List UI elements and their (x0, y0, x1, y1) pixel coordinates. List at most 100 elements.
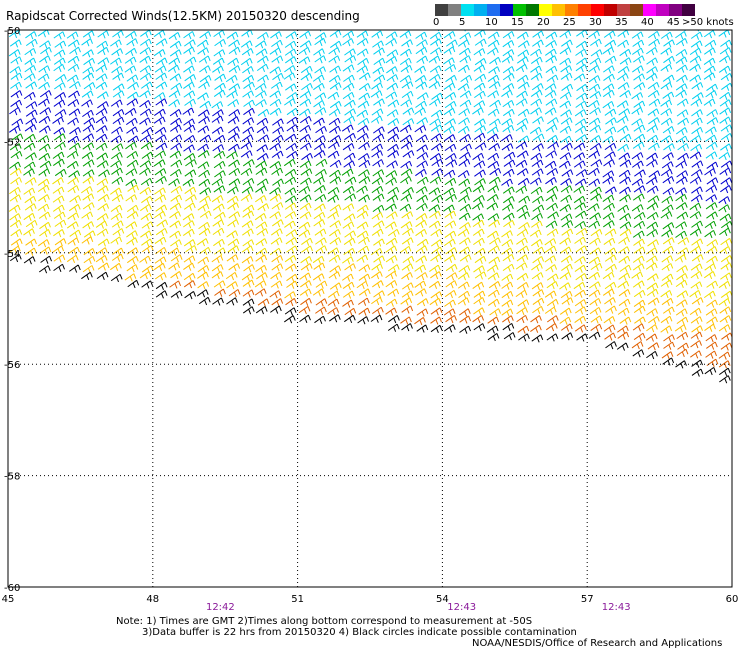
wind-barb (387, 150, 400, 159)
wind-barb (459, 90, 472, 99)
wind-barb (386, 194, 399, 203)
wind-barb (373, 98, 385, 107)
wind-barb (602, 194, 615, 203)
wind-barb (544, 290, 557, 299)
wind-barb (489, 237, 501, 246)
wind-barb (301, 237, 313, 246)
wind-barb (271, 228, 283, 237)
wind-barb (515, 63, 528, 73)
wind-barb (241, 134, 254, 143)
wind-barb (428, 187, 441, 196)
wind-barb (141, 245, 154, 254)
wind-barb (212, 297, 224, 306)
wind-barb (473, 82, 486, 91)
wind-barb (329, 169, 341, 178)
wind-barb (241, 30, 253, 38)
wind-barb (604, 108, 617, 117)
wind-barb (169, 202, 182, 211)
wind-barb (198, 55, 211, 64)
wind-barb (487, 152, 500, 161)
wind-barb (269, 66, 282, 75)
wind-barb (153, 49, 166, 58)
wind-barb (357, 132, 369, 142)
wind-barb (648, 170, 661, 179)
longitude-tick-label: 45 (2, 594, 15, 605)
wind-barb (256, 153, 269, 162)
wind-barb (255, 167, 268, 176)
wind-barb (675, 187, 687, 196)
wind-barb (561, 169, 574, 178)
wind-barb (605, 305, 617, 314)
wind-barb (575, 227, 588, 237)
wind-barb (660, 211, 673, 220)
wind-barb (472, 315, 485, 324)
wind-barb (617, 204, 630, 213)
wind-barb (458, 212, 471, 221)
wind-barb (8, 125, 21, 134)
wind-barb (720, 262, 732, 271)
wind-barb (604, 126, 617, 135)
wind-barb (589, 135, 602, 144)
wind-barb (329, 159, 342, 168)
wind-barb (301, 82, 313, 92)
note-line-1: Note: 1) Times are GMT 2)Times along bot… (116, 616, 533, 627)
wind-barb (242, 279, 255, 288)
wind-barb (689, 211, 702, 220)
wind-barb (126, 237, 138, 246)
wind-barb (183, 220, 195, 229)
wind-barb (68, 142, 81, 151)
wind-barb (617, 30, 630, 38)
legend-swatch (565, 4, 578, 16)
wind-barb (532, 133, 545, 142)
wind-barb (705, 308, 718, 317)
wind-barb (576, 30, 588, 38)
wind-barb (255, 90, 267, 99)
wind-barb (227, 57, 239, 66)
wind-barb (561, 83, 574, 92)
wind-barb (343, 160, 356, 169)
wind-barb (691, 82, 704, 91)
wind-barb (357, 245, 370, 254)
wind-barb (530, 56, 543, 65)
wind-barb (241, 273, 254, 282)
wind-barb (488, 281, 501, 290)
wind-barb (24, 133, 36, 143)
wind-barb (588, 167, 600, 177)
wind-barb (489, 176, 501, 185)
wind-barb (691, 117, 703, 126)
wind-barb (168, 90, 181, 99)
latitude-tick-label: -52 (4, 137, 20, 148)
wind-barb (720, 160, 732, 169)
wind-barb (225, 74, 238, 84)
wind-barb (372, 306, 384, 315)
wind-barb (720, 220, 732, 230)
wind-barb (605, 263, 617, 273)
legend-tick-label: 40 (641, 17, 654, 28)
wind-barb (502, 66, 515, 75)
wind-barb (619, 228, 632, 237)
wind-barb (299, 115, 312, 125)
wind-barb (255, 247, 268, 256)
wind-barb (676, 316, 689, 325)
wind-barb (429, 65, 442, 74)
wind-barb (590, 323, 603, 332)
wind-barb (139, 255, 151, 264)
wind-barb (443, 107, 456, 117)
wind-barb (706, 177, 719, 186)
wind-barb (270, 81, 283, 90)
wind-barb (646, 124, 659, 133)
wind-barb (416, 160, 429, 169)
wind-barb (718, 280, 731, 290)
wind-barb (67, 237, 80, 246)
wind-barb (285, 56, 297, 65)
wind-barb (211, 264, 224, 273)
wind-barb (719, 116, 732, 125)
wind-barb (256, 63, 269, 72)
wind-barb (529, 126, 542, 135)
wind-barb (198, 116, 210, 125)
wind-barb (663, 39, 675, 48)
wind-barb (226, 254, 239, 263)
wind-barb (691, 126, 703, 136)
longitude-tick-label: 57 (581, 594, 594, 605)
wind-barb (25, 117, 38, 126)
